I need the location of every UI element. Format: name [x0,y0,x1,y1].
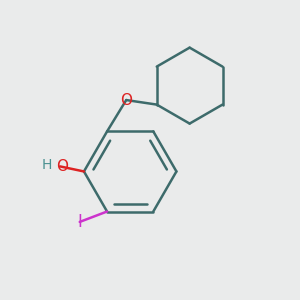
Text: O: O [56,159,68,174]
Text: I: I [77,213,82,231]
Text: H: H [42,158,52,172]
Text: O: O [120,93,132,108]
